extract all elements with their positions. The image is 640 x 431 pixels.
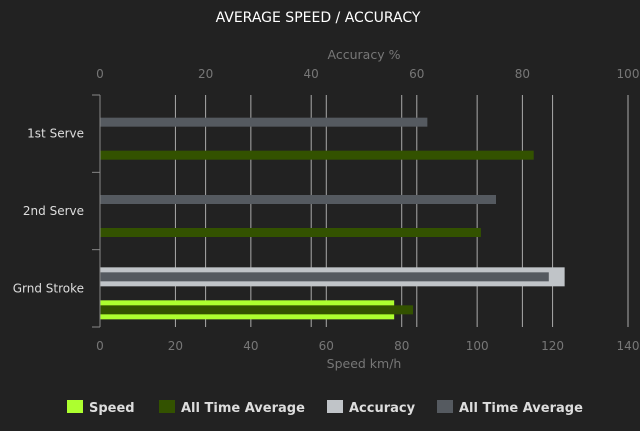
legend-label: Accuracy xyxy=(349,401,416,416)
accuracy-tick-label: 40 xyxy=(304,67,319,81)
accuracy-tick-label: 100 xyxy=(617,67,640,81)
speed-tick-label: 20 xyxy=(168,339,183,353)
speed-tick-label: 0 xyxy=(96,339,104,353)
category-label: Grnd Stroke xyxy=(13,281,84,295)
accuracy-average-bar xyxy=(100,195,496,204)
accuracy-tick-label: 0 xyxy=(96,67,104,81)
legend-label: All Time Average xyxy=(459,401,583,416)
speed-average-bar xyxy=(100,305,414,315)
legend-label: All Time Average xyxy=(181,401,305,416)
bottom-axis-label: Speed km/h xyxy=(327,356,402,371)
speed-tick-label: 140 xyxy=(617,339,640,353)
top-axis-label: Accuracy % xyxy=(328,47,401,62)
speed-tick-label: 40 xyxy=(243,339,258,353)
speed-tick-label: 80 xyxy=(394,339,409,353)
speed-average-bar xyxy=(100,150,534,160)
speed-tick-label: 100 xyxy=(466,339,489,353)
accuracy-tick-label: 80 xyxy=(515,67,530,81)
legend-swatch xyxy=(159,400,175,413)
speed-tick-label: 120 xyxy=(541,339,564,353)
accuracy-tick-label: 20 xyxy=(198,67,213,81)
category-label: 2nd Serve xyxy=(23,204,84,218)
chart-title: AVERAGE SPEED / ACCURACY xyxy=(216,10,421,26)
legend-label: Speed xyxy=(89,401,135,416)
accuracy-average-bar xyxy=(100,272,549,282)
legend-swatch xyxy=(67,400,83,413)
category-label: 1st Serve xyxy=(27,127,84,141)
legend-swatch xyxy=(437,400,453,413)
accuracy-average-bar xyxy=(100,117,428,127)
legend-swatch xyxy=(327,400,343,413)
speed-average-bar xyxy=(100,228,481,237)
accuracy-tick-label: 60 xyxy=(409,67,424,81)
speed-tick-label: 60 xyxy=(319,339,334,353)
